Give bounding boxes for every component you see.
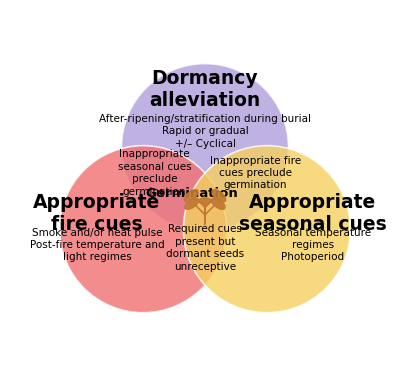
- Text: Inappropriate fire
cues preclude
germination: Inappropriate fire cues preclude germina…: [210, 156, 301, 190]
- Text: Seasonal temperature
regimes
Photoperiod: Seasonal temperature regimes Photoperiod: [255, 228, 371, 263]
- Text: Germination: Germination: [146, 187, 238, 200]
- Text: Required cues
present but
dormant seeds
unreceptive: Required cues present but dormant seeds …: [166, 224, 244, 272]
- Circle shape: [184, 146, 350, 313]
- Text: Inappropriate
seasonal cues
preclude
germination: Inappropriate seasonal cues preclude ger…: [118, 150, 192, 197]
- Ellipse shape: [212, 198, 225, 209]
- Circle shape: [122, 64, 288, 231]
- Text: After-ripening/stratification during burial
Rapid or gradual
+/– Cyclical: After-ripening/stratification during bur…: [99, 114, 311, 149]
- Ellipse shape: [199, 198, 211, 204]
- Text: Smoke and/or heat pulse
Post-fire temperature and
light regimes: Smoke and/or heat pulse Post-fire temper…: [30, 228, 164, 263]
- Circle shape: [60, 146, 226, 313]
- Ellipse shape: [184, 190, 198, 202]
- Text: Appropriate
fire cues: Appropriate fire cues: [33, 193, 161, 234]
- Text: Appropriate
seasonal cues: Appropriate seasonal cues: [239, 193, 387, 234]
- Ellipse shape: [185, 198, 198, 209]
- Text: Dormancy
alleviation: Dormancy alleviation: [149, 69, 261, 110]
- Ellipse shape: [212, 190, 226, 202]
